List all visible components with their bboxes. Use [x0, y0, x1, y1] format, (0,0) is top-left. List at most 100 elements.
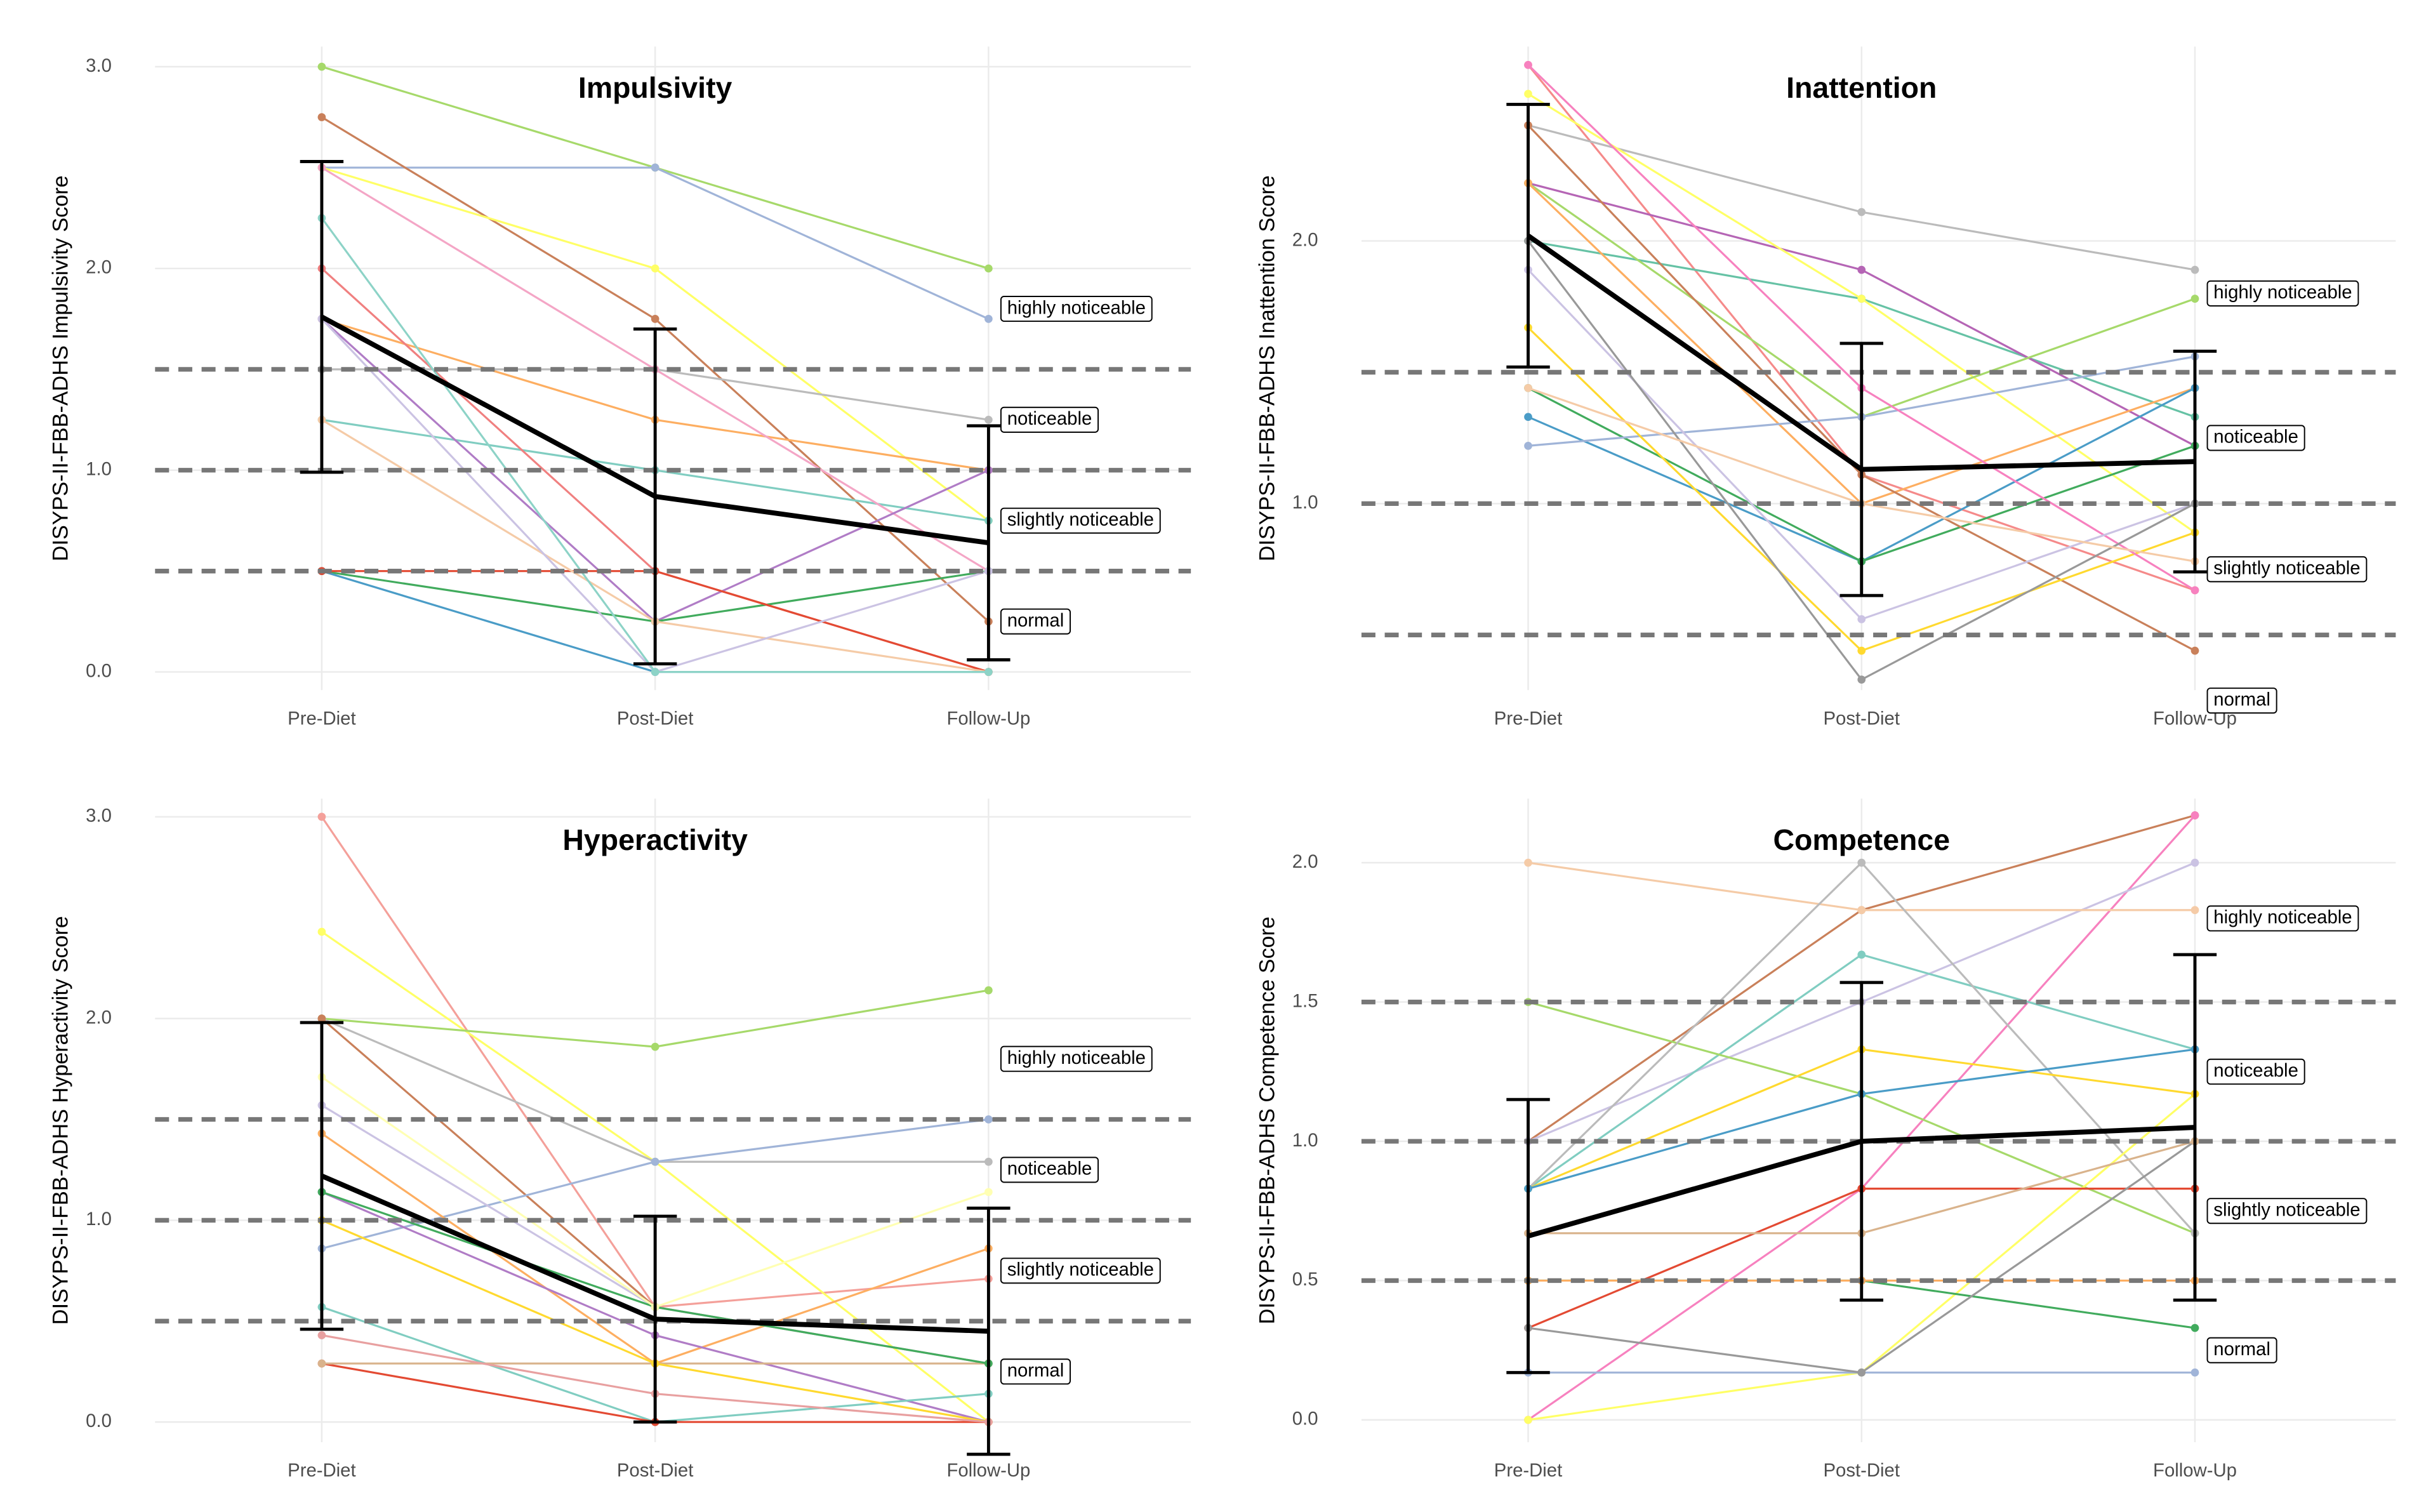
participant-point	[1857, 295, 1866, 303]
participant-point	[984, 986, 993, 995]
participant-point	[2190, 1323, 2199, 1332]
y-axis-label: DISYPS-II-FBB-ADHS Hyperactivity Score	[49, 916, 73, 1325]
annotation-label: highly noticeable	[1007, 297, 1146, 318]
participant-point	[1524, 413, 1532, 421]
y-tick-label: 0.0	[1292, 1409, 1318, 1429]
panel: Pre-Diet Post-Diet Follow-Up 0.0 1.0 2.0 3.0 Hy…	[49, 799, 1191, 1481]
annotation-box	[2206, 905, 2359, 932]
annotation-label: normal	[2213, 1339, 2270, 1360]
participant-point	[317, 812, 326, 821]
chart-title: Hyperactivity	[562, 823, 748, 856]
y-tick-label: 0.0	[86, 660, 112, 681]
participant-point	[1524, 858, 1532, 867]
x-tick-label: Follow-Up	[946, 1460, 1030, 1481]
participant-point	[1857, 858, 1866, 867]
y-tick-label: 2.0	[86, 257, 112, 278]
participant-point	[1524, 1416, 1532, 1424]
participant-point	[317, 1359, 326, 1368]
participant-point	[1857, 615, 1866, 623]
annotation-label: noticeable	[1007, 1158, 1092, 1179]
annotation-label: slightly noticeable	[1007, 509, 1154, 530]
participant-point	[1524, 90, 1532, 98]
annotation-label: slightly noticeable	[1007, 1259, 1154, 1280]
x-tick-label: Follow-Up	[946, 708, 1030, 729]
participant-point	[1857, 646, 1866, 655]
y-tick-label: 1.0	[1292, 492, 1318, 513]
annotation-box	[1000, 295, 1153, 322]
participant-point	[984, 415, 993, 424]
y-tick-label: 1.5	[1292, 990, 1318, 1011]
participant-point	[651, 163, 659, 172]
participant-point	[317, 62, 326, 71]
annotation-box	[1000, 1045, 1153, 1072]
y-axis-label: DISYPS-II-FBB-ADHS Inattention Score	[1255, 175, 1279, 561]
annotation-box	[2206, 687, 2277, 714]
participant-point	[1524, 383, 1532, 392]
x-tick-label: Pre-Diet	[1494, 708, 1562, 729]
participant-point	[1857, 265, 1866, 274]
panel: Pre-Diet Post-Diet Follow-Up 0.0 0.5 1.0 1.5 2.…	[1255, 799, 2396, 1481]
participant-point	[651, 264, 659, 273]
participant-point	[2190, 295, 2199, 303]
annotation-label: noticeable	[1007, 408, 1092, 429]
panel: Pre-Diet Post-Diet Follow-Up 0.0 1.0 2.0 3.0 Im…	[49, 46, 1191, 729]
participant-point	[984, 1157, 993, 1166]
participant-point	[2190, 265, 2199, 274]
participant-point	[1857, 675, 1866, 684]
participant-point	[984, 315, 993, 323]
annotation-box	[1000, 406, 1099, 433]
participant-point	[984, 1188, 993, 1197]
participant-point	[1857, 950, 1866, 959]
participant-point	[984, 264, 993, 273]
x-tick-label: Post-Diet	[1824, 1460, 1900, 1481]
participant-point	[1524, 441, 1532, 450]
participant-point	[1857, 208, 1866, 216]
y-tick-label: 1.0	[86, 1209, 112, 1230]
annotation-label: highly noticeable	[1007, 1047, 1146, 1068]
chart-title: Impulsivity	[578, 71, 732, 104]
annotation-box	[1000, 507, 1161, 534]
x-tick-label: Pre-Diet	[1494, 1460, 1562, 1481]
annotation-box	[2206, 425, 2305, 451]
participant-point	[1857, 1368, 1866, 1377]
annotation-label: noticeable	[2213, 1060, 2298, 1081]
participant-point	[984, 1115, 993, 1124]
annotation-box	[1000, 608, 1071, 635]
x-tick-label: Post-Diet	[617, 1460, 693, 1481]
panel: Pre-Diet Post-Diet Follow-Up1.02.0Inattent…	[1255, 46, 2396, 729]
y-tick-label: 2.0	[86, 1007, 112, 1028]
participant-point	[984, 668, 993, 676]
participant-point	[651, 315, 659, 323]
y-tick-label: 0.0	[86, 1410, 112, 1431]
annotation-label: normal	[2213, 689, 2270, 710]
participant-point	[317, 113, 326, 121]
x-tick-label: Post-Diet	[617, 708, 693, 729]
chart-title: Inattention	[1786, 71, 1937, 104]
annotation-box	[1000, 1157, 1099, 1183]
participant-point	[2190, 858, 2199, 867]
y-tick-label: 0.5	[1292, 1269, 1318, 1290]
participant-point	[2190, 1368, 2199, 1377]
annotation-box	[2206, 1058, 2305, 1085]
x-tick-label: Pre-Diet	[288, 708, 355, 729]
y-axis-label: DISYPS-II-FBB-ADHS Competence Score	[1255, 917, 1279, 1324]
annotation-label: slightly noticeable	[2213, 1199, 2360, 1220]
annotation-box	[1000, 1358, 1071, 1385]
x-tick-label: Follow-Up	[2153, 1460, 2237, 1481]
participant-point	[2190, 646, 2199, 655]
participant-point	[317, 927, 326, 936]
participant-point	[651, 1042, 659, 1051]
participant-point	[1857, 906, 1866, 915]
y-axis-label: DISYPS-II-FBB-ADHS Impulsivity Score	[49, 175, 73, 561]
x-tick-label: Pre-Diet	[288, 1460, 355, 1481]
x-tick-label: Post-Diet	[1824, 708, 1900, 729]
annotation-label: highly noticeable	[2213, 282, 2352, 303]
annotation-label: slightly noticeable	[2213, 558, 2360, 579]
annotation-label: noticeable	[2213, 427, 2298, 448]
annotation-label: normal	[1007, 610, 1064, 631]
participant-point	[1524, 60, 1532, 69]
y-tick-label: 3.0	[86, 806, 112, 826]
participant-point	[317, 1331, 326, 1339]
